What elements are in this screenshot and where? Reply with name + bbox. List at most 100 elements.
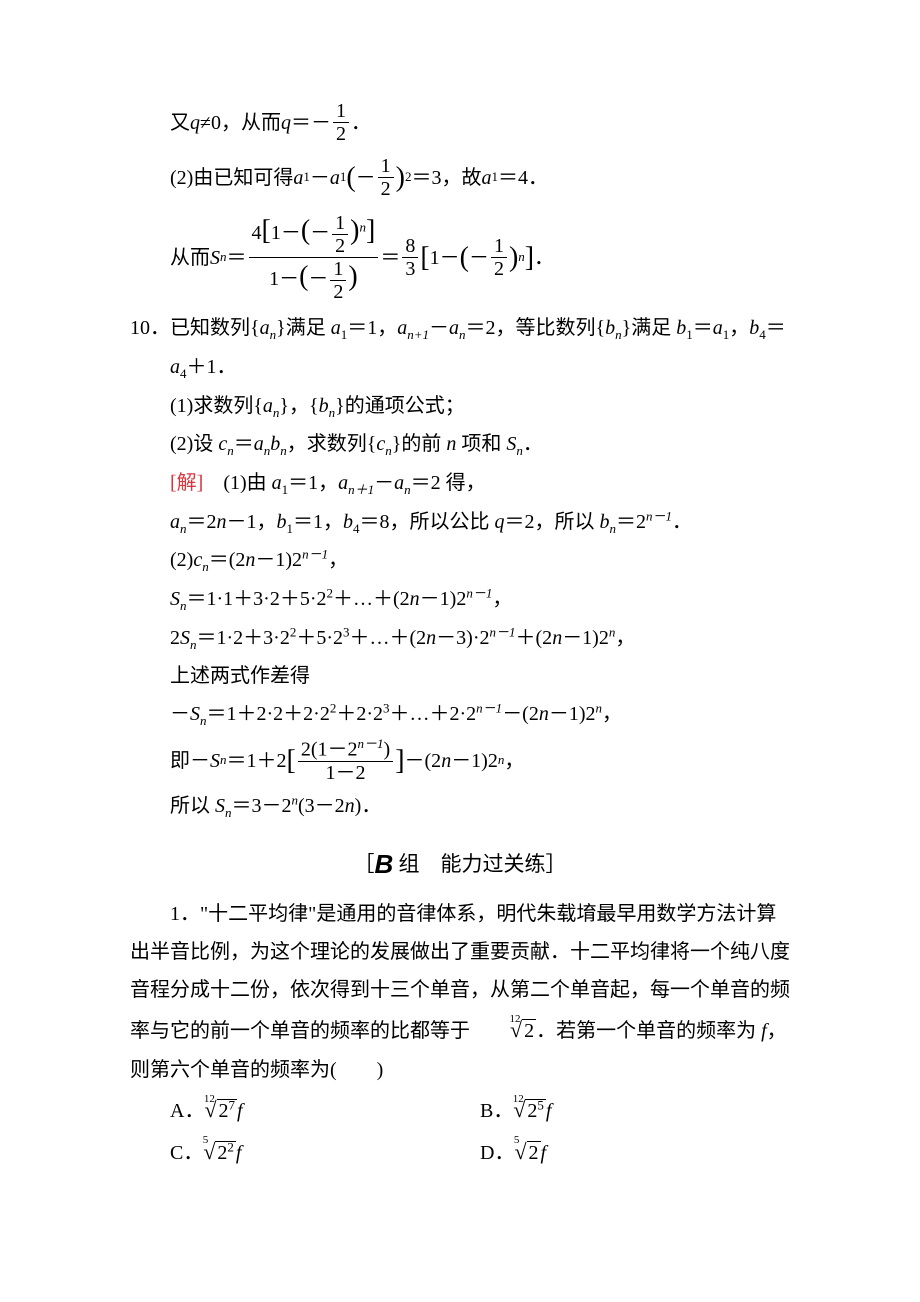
var-s: S xyxy=(210,239,220,277)
choice-a: A．12√27f xyxy=(170,1089,480,1131)
var-f: f xyxy=(237,1100,243,1122)
text: ，求数列{ xyxy=(287,433,377,455)
var-b: b xyxy=(277,511,287,533)
text: ． xyxy=(351,104,371,142)
problem-10: 10．已知数列{an}满足 a1＝1，an+1－an＝2，等比数列{bn}满足 … xyxy=(130,309,790,386)
var-n: n xyxy=(539,703,549,725)
var-a: a xyxy=(170,356,180,378)
var-f: f xyxy=(541,1142,547,1164)
var-b: b xyxy=(343,511,353,533)
text: ． xyxy=(672,511,692,533)
fraction: 2(1－2n－1)1－2 xyxy=(298,737,393,784)
var-b: b xyxy=(605,317,615,339)
text: (2)设 xyxy=(170,433,218,455)
exp: n－1 xyxy=(302,547,328,562)
text: ． xyxy=(523,433,543,455)
text: ＝4． xyxy=(498,159,548,197)
var-a: a xyxy=(713,317,723,339)
solution-line-3: (2)cn＝(2n－1)2n－1， xyxy=(130,541,790,580)
var-n: n xyxy=(217,511,227,533)
exp: n－1 xyxy=(476,701,502,716)
root-5-22: 5√22 xyxy=(203,1131,236,1173)
text: }满足 xyxy=(622,317,677,339)
sub-n1: n+1 xyxy=(407,327,429,342)
fraction-half: 12 xyxy=(333,100,349,145)
solution-line-4: Sn＝1·1＋3·2＋5·22＋…＋(2n－1)2n－1， xyxy=(130,580,790,619)
var-q: q xyxy=(281,104,291,142)
document-page: 又 q ≠0，从而 q ＝－ 12 ． (2)由已知可得 a1 － a1 (－1… xyxy=(0,0,920,1302)
exp: n－1 xyxy=(646,508,672,523)
text: (1)由 xyxy=(203,472,271,494)
text: ＝2，所以 xyxy=(505,511,600,533)
var-a: a xyxy=(330,159,340,197)
var-a: a xyxy=(397,317,407,339)
text: ＝ xyxy=(693,317,713,339)
fraction-sn1: 4[1－(－12)n] 1－(－12) xyxy=(249,212,379,303)
text: ， xyxy=(729,317,749,339)
var-s: S xyxy=(170,588,180,610)
choice-b: B．12√25f xyxy=(480,1089,790,1131)
var-a: a xyxy=(293,159,303,197)
text: ＝1＋2·2＋2·2 xyxy=(207,703,330,725)
text: (3－2 xyxy=(298,795,345,817)
solution-line-9: 所以 Sn＝3－2n(3－2n)． xyxy=(130,787,790,826)
text: 10．已知数列{ xyxy=(130,317,260,339)
choice-label: C． xyxy=(170,1142,203,1164)
bracket-right: ] xyxy=(395,734,404,787)
section-b-header: ［B 组 能力过关练］ xyxy=(130,840,790,889)
text: }的通项公式； xyxy=(335,395,465,417)
solution-line-2: an＝2n－1，b1＝1，b4＝8，所以公比 q＝2，所以 bn＝2n－1． xyxy=(130,503,790,542)
bracket-left: [ xyxy=(287,734,296,787)
choice-label: B． xyxy=(480,1100,513,1122)
math-line-sn: 从而 Sn ＝ 4[1－(－12)n] 1－(－12) ＝ 83 [1－(－12… xyxy=(170,212,790,303)
text: (1)求数列{ xyxy=(170,395,263,417)
text: ＝ xyxy=(380,239,400,277)
var-b: b xyxy=(749,317,759,339)
text: ， xyxy=(504,742,524,780)
var-q: q xyxy=(495,511,505,533)
text: ， xyxy=(615,627,635,649)
problem-10-2: (2)设 cn＝anbn，求数列{cn}的前 n 项和 Sn． xyxy=(130,425,790,464)
math-line-a1: (2)由已知可得 a1 － a1 (－12)2 ＝3，故 a1 ＝4． xyxy=(170,151,790,204)
text: 上述两式作差得 xyxy=(170,665,310,687)
text: ＝2，等比数列{ xyxy=(466,317,606,339)
problem-b1: 1．"十二平均律"是通用的音律体系，明代朱载堉最早用数学方法计算出半音比例，为这… xyxy=(130,895,790,1089)
text: ＋…＋(2 xyxy=(333,588,410,610)
text: ＝3－2 xyxy=(232,795,292,817)
text: ＋2·2 xyxy=(336,703,383,725)
var-b: b xyxy=(676,317,686,339)
var-c: c xyxy=(218,433,227,455)
text: )． xyxy=(355,795,382,817)
text: － xyxy=(170,703,190,725)
text: －(2 xyxy=(502,703,539,725)
paren-left: ( xyxy=(460,231,469,284)
text: －1， xyxy=(227,511,277,533)
text: ＋…＋2·2 xyxy=(390,703,477,725)
solution-line-7: －Sn＝1＋2·2＋2·22＋2·23＋…＋2·2n－1－(2n－1)2n， xyxy=(130,695,790,734)
var-a: a xyxy=(170,511,180,533)
var-s: S xyxy=(180,627,190,649)
problem-10-1: (1)求数列{an}，{bn}的通项公式； xyxy=(130,387,790,426)
text: ＋5·2 xyxy=(296,627,343,649)
var-b: b xyxy=(600,511,610,533)
text: 2 xyxy=(170,627,180,649)
text: ， xyxy=(602,703,622,725)
var-f: f xyxy=(546,1100,552,1122)
text: ＝(2 xyxy=(209,549,246,571)
text: ＝ xyxy=(766,317,786,339)
text: ， xyxy=(328,549,348,571)
root-5-2: 5√2 xyxy=(514,1131,540,1173)
var-n: n xyxy=(441,742,451,780)
fraction-half: 12 xyxy=(491,235,507,280)
text: ＝－ xyxy=(291,104,331,142)
var-n: n xyxy=(245,549,255,571)
root-12-25: 12√25 xyxy=(513,1089,546,1131)
var-a: a xyxy=(481,159,491,197)
var-b: b xyxy=(319,395,329,417)
text: 又 xyxy=(170,104,190,142)
section-b-text: 组 能力过关练 xyxy=(399,852,546,876)
var-n: n xyxy=(552,627,562,649)
var-f: f xyxy=(236,1142,242,1164)
section-b-letter: B xyxy=(374,849,393,879)
text: }满足 xyxy=(276,317,331,339)
